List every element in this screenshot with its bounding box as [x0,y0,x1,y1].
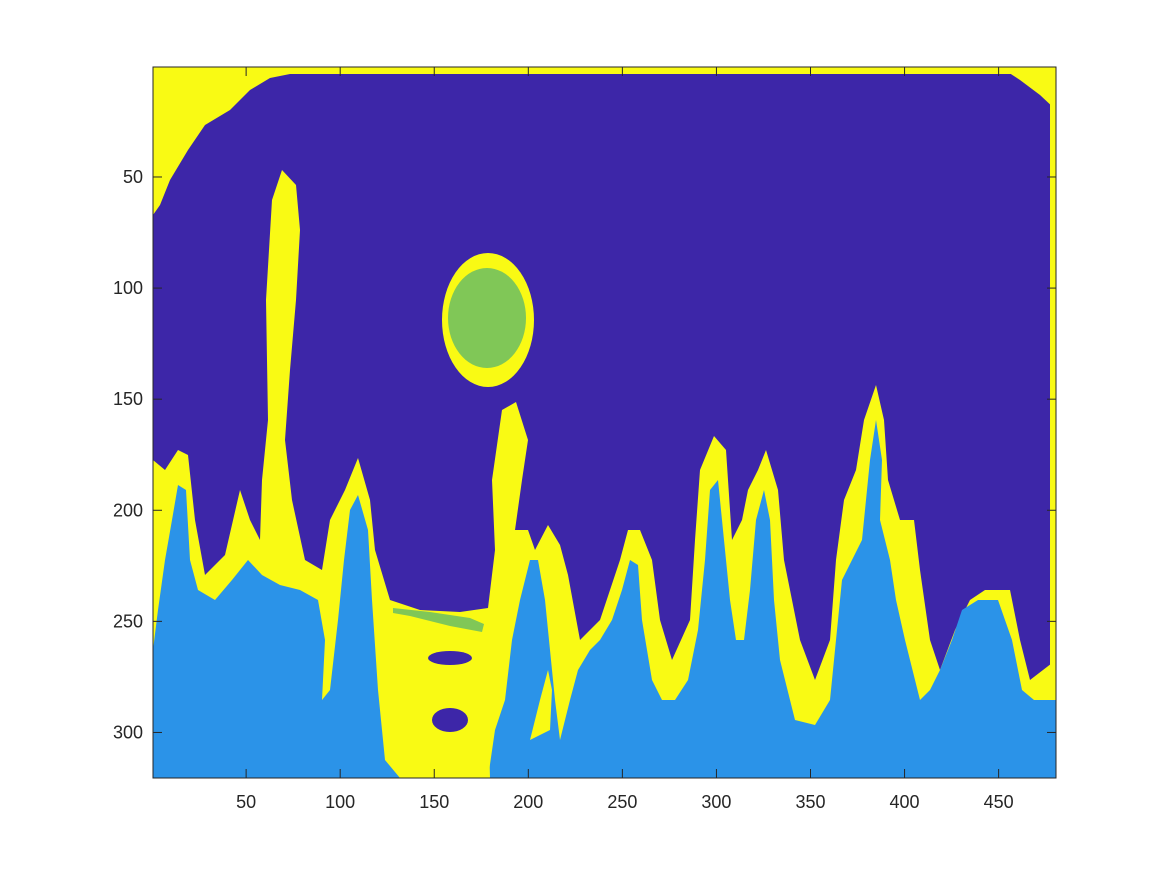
x-tick-label: 200 [513,792,543,812]
region-blue-left [153,485,400,778]
x-tick-label: 150 [419,792,449,812]
y-tick-label: 250 [113,611,143,631]
heatmap-image [153,67,1056,778]
axes-box [152,66,1057,779]
region-blue-middle [488,420,1056,778]
region-hole-a [428,651,472,665]
x-tick-label: 300 [701,792,731,812]
y-axis-ticks: 50 100 150 200 250 300 [113,167,1056,742]
y-tick-label: 50 [123,167,143,187]
region-lower-yellow [153,170,1056,778]
x-tick-label: 250 [607,792,637,812]
x-tick-label: 450 [984,792,1014,812]
region-streak-b [530,670,552,740]
region-top-left [153,67,320,215]
x-axis-ticks: 50 100 150 200 250 300 350 400 450 [236,67,1014,812]
x-tick-label: 100 [325,792,355,812]
region-right-edge [1050,67,1056,778]
region-top-right [1000,67,1056,110]
y-tick-label: 150 [113,389,143,409]
y-tick-label: 100 [113,278,143,298]
x-tick-label: 400 [890,792,920,812]
x-tick-label: 50 [236,792,256,812]
y-tick-label: 300 [113,722,143,742]
region-streak-a [390,610,490,778]
region-sun-core [448,268,526,368]
x-tick-label: 350 [795,792,825,812]
y-tick-label: 200 [113,500,143,520]
region-hole-b [432,708,468,732]
region-green-strip [393,608,484,632]
region-top-edge [153,67,1056,74]
